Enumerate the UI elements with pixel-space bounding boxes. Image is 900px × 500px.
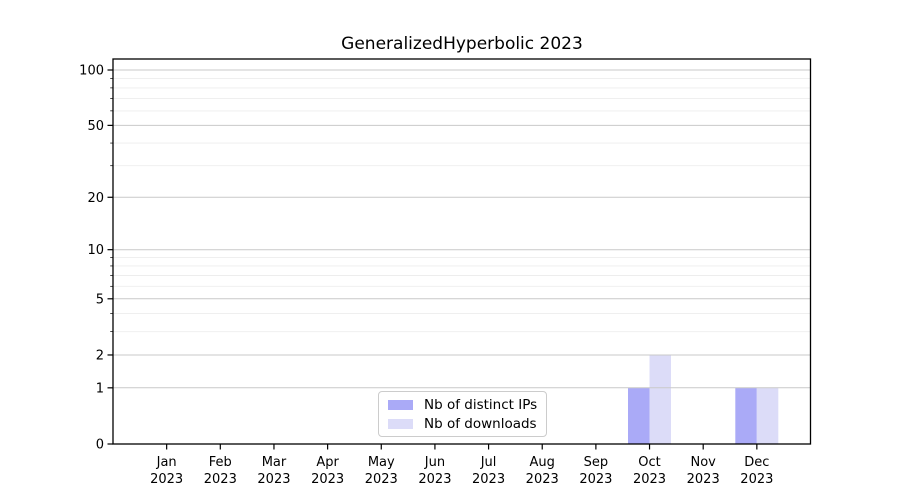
x-tick-label-year: 2023: [311, 472, 344, 487]
x-tick-label-year: 2023: [418, 472, 451, 487]
bar: [628, 387, 650, 444]
x-tick-label-year: 2023: [472, 472, 505, 487]
legend-swatch-distinct-ips-icon: [388, 399, 413, 410]
y-axis-ticks: 0 1 2 5 10 20 50 100: [79, 64, 113, 453]
axes-spines: [112, 58, 812, 445]
x-tick-label-month: Sep: [584, 455, 609, 470]
legend-item-downloads: Nb of downloads: [388, 415, 537, 432]
y-gridlines-major: [113, 69, 811, 389]
y-tick-label: 10: [87, 243, 104, 258]
x-tick-label-month: May: [368, 455, 395, 470]
x-tick-label-month: Dec: [744, 455, 769, 470]
x-tick-label-year: 2023: [633, 472, 666, 487]
x-tick-label-month: Jun: [424, 455, 445, 470]
y-gridlines-minor: [113, 77, 811, 333]
bar: [735, 387, 757, 444]
x-tick-label-month: Aug: [530, 455, 555, 470]
y-tick-label: 1: [96, 381, 104, 396]
y-tick-label: 0: [96, 438, 104, 453]
y-tick-label: 2: [96, 348, 104, 363]
x-tick-label-month: Mar: [262, 455, 287, 470]
chart-title: GeneralizedHyperbolic 2023: [341, 34, 583, 54]
x-tick-label-year: 2023: [150, 472, 183, 487]
legend-swatch-downloads-icon: [388, 418, 413, 429]
y-tick-label: 20: [87, 191, 104, 206]
legend-item-distinct-ips: Nb of distinct IPs: [388, 396, 538, 413]
x-tick-label-month: Feb: [209, 455, 232, 470]
x-tick-label-year: 2023: [526, 472, 559, 487]
x-tick-label-year: 2023: [365, 472, 398, 487]
bars-group: [628, 355, 779, 444]
bar: [649, 355, 671, 444]
legend-label-distinct-ips: Nb of distinct IPs: [424, 396, 538, 413]
x-tick-label-month: Oct: [638, 455, 660, 470]
legend: Nb of distinct IPs Nb of downloads: [378, 391, 548, 437]
x-axis-ticks: Jan 2023 Feb 2023 Mar 2023 Apr 2023 May 2023 Jun 20…: [150, 444, 773, 487]
x-tick-label-year: 2023: [257, 472, 290, 487]
x-tick-label-year: 2023: [740, 472, 773, 487]
y-tick-label: 100: [79, 64, 104, 79]
x-tick-label-year: 2023: [204, 472, 237, 487]
x-tick-label-month: Jul: [480, 455, 497, 470]
x-tick-label-year: 2023: [687, 472, 720, 487]
x-tick-label-month: Jan: [156, 455, 177, 470]
y-tick-label: 5: [96, 292, 104, 307]
x-tick-label-month: Nov: [691, 455, 717, 470]
y-tick-label: 50: [87, 119, 104, 134]
bar: [756, 387, 779, 444]
x-tick-label-year: 2023: [579, 472, 612, 487]
x-tick-label-month: Apr: [316, 455, 339, 470]
legend-label-downloads: Nb of downloads: [424, 415, 537, 432]
